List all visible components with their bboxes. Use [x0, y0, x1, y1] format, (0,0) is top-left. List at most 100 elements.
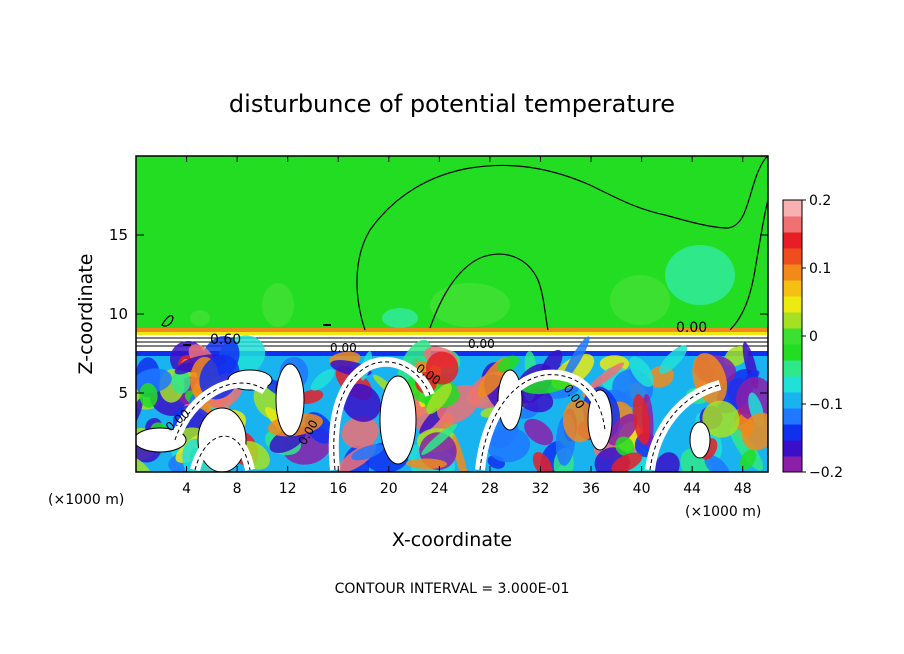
field-blob — [421, 423, 458, 455]
colorbar-segment — [783, 296, 802, 313]
contour-interval-note: CONTOUR INTERVAL = 3.000E-01 — [335, 581, 570, 597]
contour-line — [161, 314, 174, 327]
field-blob — [487, 427, 531, 463]
y-axis-label: Z-coordinate — [75, 254, 97, 375]
field-blob — [351, 444, 384, 461]
contour-line — [356, 156, 768, 331]
contour-line — [429, 253, 549, 331]
x-axis-label: X-coordinate — [392, 529, 512, 551]
field-blob — [562, 336, 590, 381]
x-unit-left: (×1000 m) — [48, 492, 124, 508]
field-blob — [629, 356, 654, 387]
field-blob — [406, 458, 448, 469]
x-axis: 4 8 12 16 20 24 28 32 36 40 44 48 — [182, 156, 752, 497]
x-tick-label: 20 — [380, 481, 398, 497]
colorbar-segment — [783, 392, 802, 409]
x-tick-label: 36 — [582, 481, 600, 497]
colorbar-tick-label: 0.1 — [809, 261, 831, 277]
field-blob — [562, 399, 596, 443]
colorbar-segment — [783, 216, 802, 233]
colorbar-segment — [783, 264, 802, 281]
colorbar-segment — [783, 248, 802, 265]
field-blob — [425, 351, 459, 385]
field-blob — [310, 369, 335, 391]
field-core — [275, 363, 305, 437]
field-patch — [430, 283, 510, 327]
x-tick-label: 4 — [182, 481, 191, 497]
field-blob — [397, 339, 432, 390]
inversion-band — [136, 332, 768, 335]
field-blob — [341, 383, 381, 422]
contour-label: 0.00 — [330, 341, 357, 355]
contour-label: 0.00 — [468, 337, 495, 351]
contour-tick — [183, 344, 191, 346]
x-tick-label: 40 — [633, 481, 651, 497]
field-blob — [426, 383, 452, 415]
field-blob — [658, 345, 688, 374]
field-blob — [739, 449, 757, 470]
colorbar-segment — [783, 408, 802, 425]
x-tick-label: 32 — [532, 481, 550, 497]
field-blob — [654, 452, 680, 472]
x-tick-label: 44 — [683, 481, 701, 497]
field-patch — [262, 283, 294, 327]
field-blob — [139, 383, 158, 408]
colorbar-segment — [783, 328, 802, 345]
colorbar-segment — [783, 440, 802, 457]
contour-tick — [323, 324, 331, 326]
field-blob — [136, 454, 154, 472]
field-patch — [190, 310, 210, 326]
field-blob — [497, 355, 520, 373]
field-patch — [665, 245, 735, 305]
field-blob — [452, 434, 469, 472]
field-blob — [588, 362, 624, 390]
contour-line — [194, 435, 251, 471]
x-tick-label: 8 — [233, 481, 242, 497]
inversion-band — [136, 328, 768, 332]
field-blob — [632, 393, 650, 445]
y-tick-label: 15 — [109, 226, 128, 244]
field-core — [689, 421, 711, 459]
contour-label: 0.60 — [210, 332, 241, 348]
colorbar-tick-label: −0.1 — [809, 397, 843, 413]
field-blob — [742, 412, 768, 451]
plot-area — [136, 156, 768, 472]
colorbar-segment — [783, 456, 802, 473]
colorbar-segment — [783, 424, 802, 441]
chart-title: disturbunce of potential temperature — [229, 90, 675, 118]
x-tick-label: 12 — [279, 481, 297, 497]
field-blob — [524, 418, 554, 446]
x-tick-label: 24 — [430, 481, 448, 497]
colorbar-tick-label: 0 — [809, 329, 818, 345]
field-blob — [607, 413, 638, 446]
colorbar-tick-label: 0.2 — [809, 193, 831, 209]
field-patch — [382, 308, 418, 328]
field-blob — [702, 400, 740, 438]
field-blob — [611, 452, 643, 472]
colorbar-segment — [783, 200, 802, 217]
field-blob — [615, 436, 635, 456]
x-tick-label: 16 — [329, 481, 347, 497]
field-swirl — [475, 369, 610, 471]
contour-label: 0.00 — [676, 320, 707, 336]
field-blob — [341, 415, 379, 449]
field-blob — [704, 454, 730, 472]
y-axis: 5 10 15 — [109, 226, 768, 402]
x-tick-label: 28 — [481, 481, 499, 497]
field-core — [379, 375, 417, 465]
colorbar-segment — [783, 312, 802, 329]
colorbar-segment — [783, 360, 802, 377]
upper-contours — [161, 156, 768, 346]
contour-line — [174, 382, 266, 441]
field-blob — [532, 452, 553, 472]
contour-line — [649, 384, 721, 471]
x-unit-right: (×1000 m) — [685, 504, 761, 520]
field-blob — [174, 362, 194, 375]
inversion-band — [136, 335, 768, 351]
colorbar-tick-label: −0.2 — [809, 465, 843, 481]
colorbar-segment — [783, 280, 802, 297]
turbulent-layer — [136, 335, 768, 472]
colorbar: 0.2 0.1 0 −0.1 −0.2 — [782, 193, 843, 481]
field-blob — [171, 369, 191, 394]
x-tick-label: 48 — [734, 481, 752, 497]
